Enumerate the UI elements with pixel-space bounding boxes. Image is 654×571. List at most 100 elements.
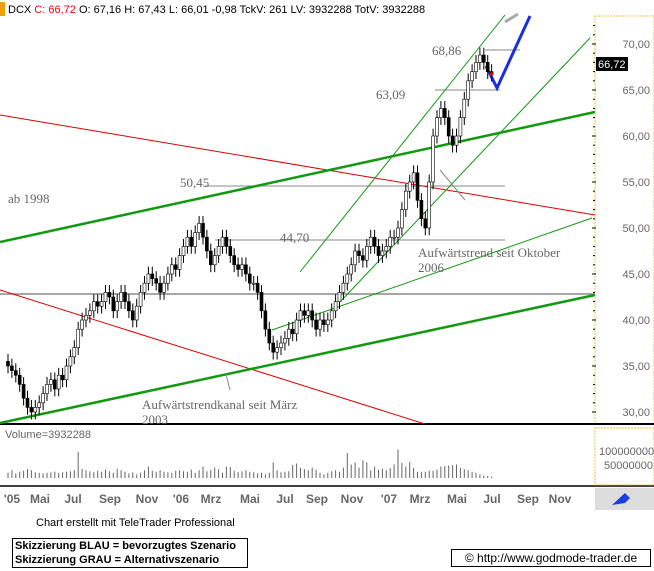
annotation-trend-okt-year: 2006 xyxy=(418,260,445,275)
candle-body xyxy=(442,108,447,118)
candle-body xyxy=(240,264,244,270)
candle-body xyxy=(6,361,10,367)
candle-body xyxy=(138,292,143,307)
channel-upper xyxy=(299,14,506,273)
candle-body xyxy=(236,264,240,270)
header-marker xyxy=(0,2,5,16)
candle-body xyxy=(439,108,443,118)
candle-body xyxy=(450,135,455,146)
candle-body xyxy=(341,282,346,293)
candle-body xyxy=(212,255,217,266)
annotation-63-09: 63,09 xyxy=(376,87,405,102)
candle-body xyxy=(298,310,303,321)
candle-body xyxy=(115,301,119,312)
candle-body xyxy=(364,246,369,261)
x-tick-label: Sep xyxy=(306,492,328,506)
candle-body xyxy=(368,236,373,247)
candle-body xyxy=(454,135,459,146)
candle-body xyxy=(271,342,276,353)
candle-body xyxy=(314,319,318,330)
website-link[interactable]: © http://www.godmode-trader.de xyxy=(451,549,651,567)
x-tick-label: Nov xyxy=(136,492,159,506)
candle-body xyxy=(84,315,88,321)
vol-tick-50m: 50000000 xyxy=(604,460,653,472)
price-chart[interactable]: DCX C: 66,72 O: 67,16 H: 67,43 L: 66,01 … xyxy=(0,0,654,520)
candle-body xyxy=(357,250,361,256)
candle-body xyxy=(170,264,174,275)
candle-body xyxy=(388,236,393,247)
candle-body xyxy=(224,236,229,247)
candle-body xyxy=(458,117,463,137)
candle-body xyxy=(25,397,30,408)
candle-body xyxy=(45,384,49,394)
candle-body xyxy=(92,301,96,312)
scenario-blue-arrow xyxy=(484,15,532,92)
candle-body xyxy=(403,190,408,210)
candle-body xyxy=(68,356,73,367)
vol-tick-100m: 100000000 xyxy=(599,446,654,458)
candle-body xyxy=(423,218,428,229)
candle-body xyxy=(345,273,350,284)
candle-body xyxy=(232,255,236,266)
channel-lower xyxy=(339,37,591,303)
candle-body xyxy=(17,374,22,385)
scenario-gray-arrow xyxy=(504,12,519,24)
candle-body xyxy=(275,347,279,353)
x-tick-label: Jul xyxy=(276,492,293,506)
close-value: C: 66,72 xyxy=(34,4,76,16)
candle-body xyxy=(127,301,131,312)
candle-body xyxy=(181,246,186,256)
annotation-channel-maerz: Aufwärtstrendkanal seit März xyxy=(142,397,297,412)
candle-body xyxy=(380,250,385,256)
candle-body xyxy=(400,209,404,229)
candle-body xyxy=(267,328,272,344)
x-tick-label: Jul xyxy=(483,492,500,506)
candle-body xyxy=(60,374,65,381)
candle-body xyxy=(470,71,474,82)
x-tick-label: Jul xyxy=(64,492,81,506)
candle-body xyxy=(333,301,338,312)
candle-body xyxy=(325,319,330,325)
scenario-legend: Skizzierung BLAU = bevorzugtes Szenario … xyxy=(12,538,248,568)
candle-body xyxy=(481,54,486,63)
x-tick-label: '05 xyxy=(4,492,21,506)
candle-body xyxy=(123,292,127,302)
candle-body xyxy=(286,328,291,339)
trendline-ab-1998 xyxy=(0,110,596,244)
candle-body xyxy=(150,273,155,279)
candle-body xyxy=(49,379,53,385)
candle-body xyxy=(99,301,104,307)
candle-body xyxy=(189,236,194,247)
y-tick-label: 35,00 xyxy=(622,361,650,373)
candle-body xyxy=(384,246,389,252)
y-tick-label: 60,00 xyxy=(622,131,650,143)
candle-body xyxy=(29,407,34,413)
resistance-line-lower xyxy=(0,289,426,425)
candle-body xyxy=(177,255,182,270)
candle-body xyxy=(111,296,116,312)
candle-body xyxy=(259,292,264,312)
last-price-label: 66,72 xyxy=(598,59,626,71)
candle-body xyxy=(337,292,342,302)
candle-body xyxy=(56,374,61,390)
candle-body xyxy=(52,379,57,390)
candle-body xyxy=(21,384,26,399)
candle-body xyxy=(263,310,268,330)
candle-body xyxy=(294,319,299,335)
candle-body xyxy=(392,236,396,239)
candle-body xyxy=(142,282,147,293)
x-tick-label: Nov xyxy=(341,492,364,506)
quote-details: O: 67,16 H: 67,43 L: 66,01 -0,98 TckV: 2… xyxy=(79,4,425,16)
svg-text:DCX C: 66,72 O: 67,16 H: 67,43: DCX C: 66,72 O: 67,16 H: 67,43 L: 66,01 … xyxy=(8,4,425,16)
pen-icon[interactable] xyxy=(612,493,630,505)
y-tick-label: 70,00 xyxy=(622,39,650,51)
candle-body xyxy=(33,407,38,413)
candle-body xyxy=(329,310,334,321)
candle-body xyxy=(80,319,84,330)
candle-body xyxy=(279,342,283,348)
candle-body xyxy=(290,328,295,335)
legend-gray: Skizzierung GRAU = Alternativszenario xyxy=(15,554,220,566)
candle-body xyxy=(220,236,225,247)
candle-body xyxy=(310,310,315,321)
candle-body xyxy=(361,255,365,261)
